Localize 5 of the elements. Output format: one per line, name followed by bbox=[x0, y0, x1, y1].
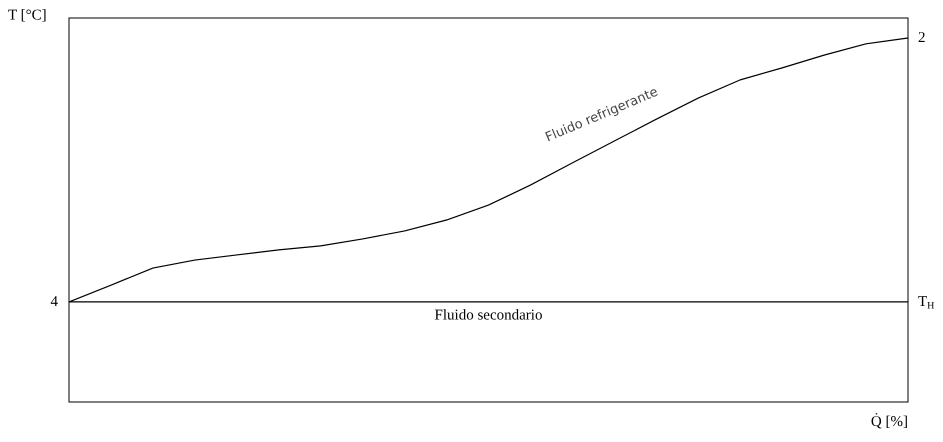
y-axis-title: T [°C] bbox=[8, 8, 47, 24]
text: 4 bbox=[50, 294, 58, 310]
text: 2 bbox=[918, 30, 926, 46]
x-axis-title: Q̇ [%] bbox=[870, 413, 908, 430]
series-label: Fluido secondario bbox=[434, 307, 542, 324]
